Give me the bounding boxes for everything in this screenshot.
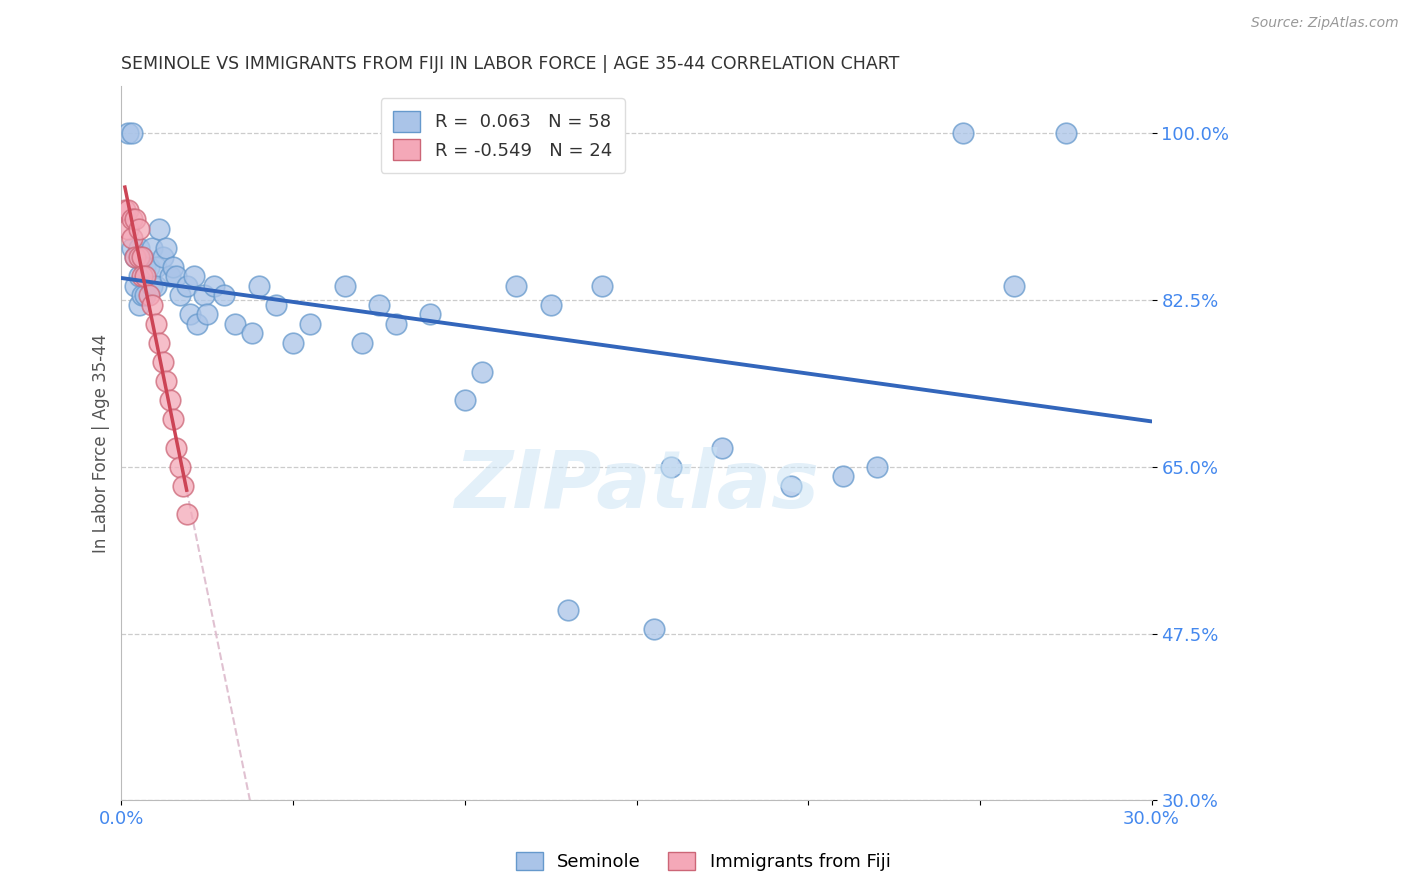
Point xyxy=(138,288,160,302)
Point xyxy=(128,250,150,264)
Point xyxy=(117,202,139,217)
Point xyxy=(159,269,181,284)
Point xyxy=(134,260,156,274)
Point xyxy=(659,459,682,474)
Point xyxy=(780,479,803,493)
Point xyxy=(162,412,184,426)
Point xyxy=(214,288,236,302)
Point xyxy=(471,365,494,379)
Point xyxy=(202,278,225,293)
Point xyxy=(121,212,143,227)
Point xyxy=(159,393,181,408)
Point xyxy=(131,269,153,284)
Point xyxy=(299,317,322,331)
Point xyxy=(114,202,136,217)
Point xyxy=(643,622,665,636)
Legend: Seminole, Immigrants from Fiji: Seminole, Immigrants from Fiji xyxy=(509,845,897,879)
Point xyxy=(145,278,167,293)
Point xyxy=(117,127,139,141)
Point xyxy=(155,241,177,255)
Point xyxy=(152,355,174,369)
Text: ZIPatlas: ZIPatlas xyxy=(454,447,820,524)
Point xyxy=(165,441,187,455)
Point xyxy=(866,459,889,474)
Point xyxy=(1054,127,1077,141)
Point xyxy=(134,269,156,284)
Point xyxy=(169,288,191,302)
Point xyxy=(128,241,150,255)
Y-axis label: In Labor Force | Age 35-44: In Labor Force | Age 35-44 xyxy=(93,334,110,552)
Point xyxy=(145,317,167,331)
Point xyxy=(121,231,143,245)
Point xyxy=(195,307,218,321)
Point xyxy=(1002,278,1025,293)
Point xyxy=(176,278,198,293)
Point xyxy=(193,288,215,302)
Point xyxy=(247,278,270,293)
Legend: R =  0.063   N = 58, R = -0.549   N = 24: R = 0.063 N = 58, R = -0.549 N = 24 xyxy=(381,98,624,173)
Point xyxy=(505,278,527,293)
Point xyxy=(131,250,153,264)
Point xyxy=(419,307,441,321)
Point xyxy=(557,603,579,617)
Point xyxy=(124,212,146,227)
Point xyxy=(831,469,853,483)
Point xyxy=(264,298,287,312)
Point xyxy=(281,336,304,351)
Point xyxy=(128,221,150,235)
Point xyxy=(124,250,146,264)
Point xyxy=(186,317,208,331)
Point xyxy=(148,336,170,351)
Point xyxy=(368,298,391,312)
Point xyxy=(152,250,174,264)
Point xyxy=(145,260,167,274)
Point xyxy=(131,288,153,302)
Point xyxy=(141,298,163,312)
Point xyxy=(138,260,160,274)
Point xyxy=(711,441,734,455)
Point xyxy=(224,317,246,331)
Point xyxy=(121,241,143,255)
Point xyxy=(591,278,613,293)
Point xyxy=(454,393,477,408)
Point xyxy=(124,250,146,264)
Point xyxy=(240,326,263,341)
Point xyxy=(148,221,170,235)
Point xyxy=(128,269,150,284)
Point xyxy=(121,127,143,141)
Point xyxy=(183,269,205,284)
Point xyxy=(179,307,201,321)
Point xyxy=(350,336,373,351)
Point xyxy=(131,250,153,264)
Text: Source: ZipAtlas.com: Source: ZipAtlas.com xyxy=(1251,16,1399,30)
Point xyxy=(952,127,974,141)
Point xyxy=(141,278,163,293)
Point xyxy=(134,288,156,302)
Point xyxy=(124,278,146,293)
Point xyxy=(169,459,191,474)
Point xyxy=(141,241,163,255)
Point xyxy=(172,479,194,493)
Point xyxy=(128,298,150,312)
Point xyxy=(333,278,356,293)
Point xyxy=(117,221,139,235)
Point xyxy=(540,298,562,312)
Point xyxy=(165,269,187,284)
Point xyxy=(155,374,177,388)
Point xyxy=(176,508,198,522)
Text: SEMINOLE VS IMMIGRANTS FROM FIJI IN LABOR FORCE | AGE 35-44 CORRELATION CHART: SEMINOLE VS IMMIGRANTS FROM FIJI IN LABO… xyxy=(121,55,900,73)
Point xyxy=(162,260,184,274)
Point xyxy=(385,317,408,331)
